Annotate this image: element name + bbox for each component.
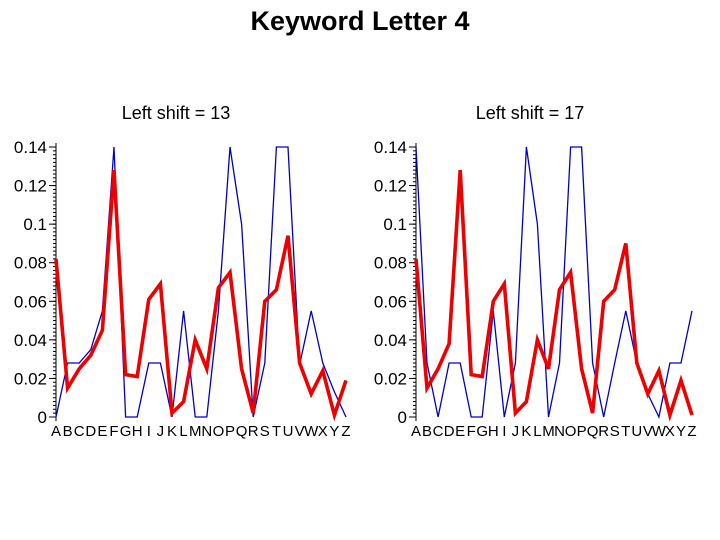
series-line-red <box>414 169 694 422</box>
y-tick-label: 0.06 <box>374 292 407 311</box>
x-tick-label: E <box>97 423 107 440</box>
x-tick-label: L <box>533 423 541 440</box>
x-tick-label: A <box>51 423 61 440</box>
x-tick-label: A <box>411 423 421 440</box>
x-tick-label: R <box>598 423 609 440</box>
y-tick-label: 0.08 <box>374 254 407 273</box>
x-tick-label: C <box>74 423 85 440</box>
x-tick-label: M <box>542 423 555 440</box>
y-tick-label: 0.12 <box>14 177 47 196</box>
chart-left-shift-17: Left shift = 17 0 0.02 0.04 0.06 0.08 0.1 0.12… <box>374 103 697 440</box>
x-tick-label: Z <box>341 423 350 440</box>
y-tick-label: 0.12 <box>374 177 407 196</box>
x-tick-label: Q <box>236 423 248 440</box>
x-tick-label: V <box>295 423 305 440</box>
x-tick-label: P <box>577 423 587 440</box>
x-tick-label: J <box>512 423 520 440</box>
x-tick-label: J <box>157 423 165 440</box>
chart-title: Left shift = 17 <box>476 103 585 123</box>
x-tick-label: U <box>283 423 294 440</box>
y-tick-label: 0.14 <box>14 138 47 157</box>
x-tick-label: G <box>120 423 132 440</box>
y-tick-label: 0.1 <box>383 215 407 234</box>
x-tick-label: T <box>272 423 281 440</box>
x-tick-label: Z <box>687 423 696 440</box>
x-tick-label: R <box>248 423 259 440</box>
y-tick-label: 0.04 <box>14 331 47 350</box>
x-tick-label: G <box>476 423 488 440</box>
x-tick-label: C <box>433 423 444 440</box>
y-tick-label: 0.1 <box>23 215 47 234</box>
y-tick-label: 0 <box>38 408 47 427</box>
x-tick-label: K <box>167 423 177 440</box>
chart-left-shift-13: Left shift = 13 0 0.02 0.04 0.06 0.08 0.1 0.12… <box>14 103 351 440</box>
x-tick-label: B <box>63 423 73 440</box>
x-tick-label: O <box>565 423 577 440</box>
x-tick-label: W <box>304 423 319 440</box>
series-line-blue <box>55 146 347 418</box>
series-line-red <box>54 169 348 422</box>
x-tick-label: E <box>455 423 465 440</box>
y-tick-label: 0.02 <box>14 369 47 388</box>
x-tick-label: F <box>109 423 118 440</box>
y-tick-label: 0.08 <box>14 254 47 273</box>
x-tick-label: P <box>225 423 235 440</box>
x-tick-label: Y <box>329 423 339 440</box>
x-tick-label: B <box>422 423 432 440</box>
y-tick-label: 0 <box>398 408 407 427</box>
x-tick-label: S <box>610 423 620 440</box>
x-tick-label: L <box>179 423 187 440</box>
x-tick-label: X <box>665 423 675 440</box>
y-tick-label: 0.04 <box>374 331 407 350</box>
x-tick-label: U <box>631 423 642 440</box>
page-title: Keyword Letter 4 <box>250 6 470 36</box>
chart-title: Left shift = 13 <box>122 103 231 123</box>
x-tick-label: K <box>521 423 531 440</box>
x-tick-label: I <box>147 423 151 440</box>
x-tick-label: V <box>643 423 653 440</box>
x-tick-label: T <box>621 423 630 440</box>
x-tick-label: W <box>652 423 667 440</box>
x-tick-label: I <box>502 423 506 440</box>
x-tick-label: D <box>85 423 96 440</box>
x-tick-label: H <box>132 423 143 440</box>
x-tick-label: F <box>467 423 476 440</box>
x-tick-label: X <box>318 423 328 440</box>
x-tick-label: D <box>444 423 455 440</box>
x-tick-label: Q <box>587 423 599 440</box>
x-tick-label: N <box>201 423 212 440</box>
y-tick-label: 0.02 <box>374 369 407 388</box>
x-tick-label: S <box>260 423 270 440</box>
y-tick-label: 0.06 <box>14 292 47 311</box>
y-tick-label: 0.14 <box>374 138 407 157</box>
x-tick-label: H <box>488 423 499 440</box>
x-tick-label: Y <box>676 423 686 440</box>
x-tick-label: N <box>554 423 565 440</box>
x-tick-label: O <box>213 423 225 440</box>
x-tick-label: M <box>189 423 202 440</box>
